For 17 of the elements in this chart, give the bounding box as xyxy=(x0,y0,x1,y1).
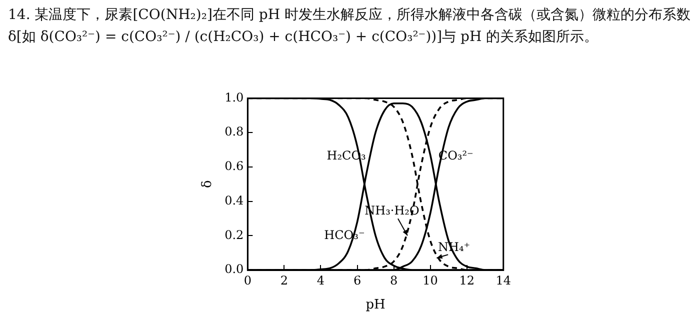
y-tick-label: 1.0 xyxy=(224,90,244,104)
y-tick-label: 0.6 xyxy=(224,159,244,174)
y-tick-label: 0.0 xyxy=(224,262,244,276)
y-tick-label: 0.2 xyxy=(224,228,244,242)
x-tick-label: 6 xyxy=(353,273,362,288)
x-axis-title: pH xyxy=(366,298,386,313)
x-tick-label: 14 xyxy=(496,273,512,288)
x-tick-label: 12 xyxy=(459,273,474,288)
y-tick-label: 0.4 xyxy=(224,193,244,208)
chart-title: 14. 某温度下，尿素[CO(NH₂)₂]在不同 pH 时发生水解反应，所得水解液中各含碳（或含氮）微粒的分布系数 δ[如 δ(CO₃²⁻) = c(CO₃²⁻) / (c(H₂CO₃) + c(HCO₃⁻) + c(CO₃²⁻))]与 pH 的关系如图所示。 xyxy=(8,6,692,47)
y-axis-title: δ xyxy=(200,180,216,188)
x-tick-label: 2 xyxy=(280,273,288,288)
y-tick-label: 0.8 xyxy=(224,124,244,139)
x-tick-label: 10 xyxy=(422,273,438,288)
x-tick-label: 8 xyxy=(390,273,398,288)
x-tick-label: 4 xyxy=(316,273,325,288)
x-tick-label: 0 xyxy=(244,273,252,288)
